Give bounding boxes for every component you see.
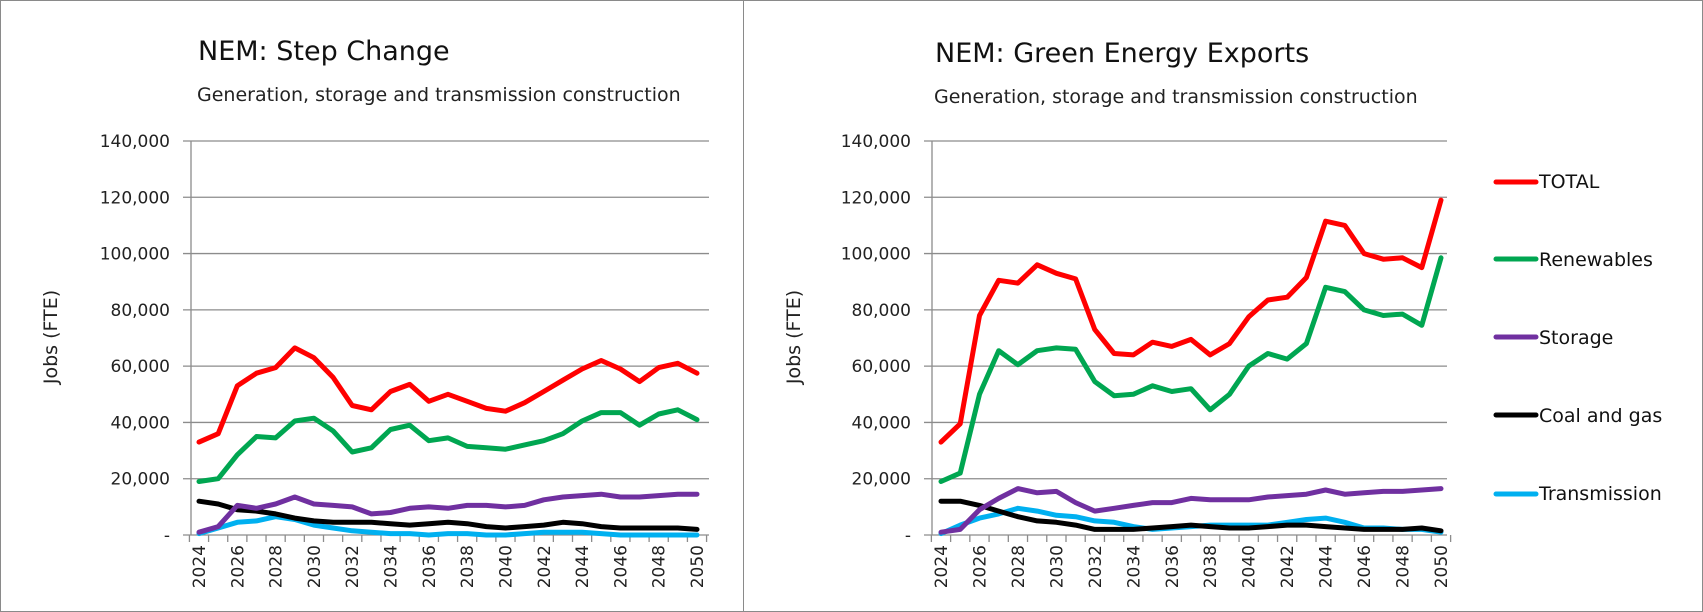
legend-item-transmission: Transmission [1493, 483, 1662, 505]
x-tick-label: 2038 [458, 545, 478, 588]
x-tick-label: 2050 [688, 545, 708, 588]
series-line-storage [196, 491, 700, 535]
x-tick-label: 2034 [1124, 545, 1144, 588]
x-tick-label: 2032 [343, 545, 363, 588]
y-tick-label: 40,000 [111, 413, 170, 433]
chart-title: NEM: Step Change [198, 36, 450, 67]
chart-green-energy-exports: NEM: Green Energy Exports Generation, st… [783, 38, 1452, 588]
x-tick-label: 2024 [190, 545, 210, 588]
y-tick-label: 60,000 [852, 357, 911, 377]
chart-title: NEM: Green Energy Exports [935, 38, 1309, 69]
x-tick-label: 2030 [1047, 545, 1067, 588]
x-tick-label: 2026 [970, 545, 990, 588]
x-tick-label: 2040 [496, 545, 516, 588]
legend-label: Coal and gas [1539, 405, 1662, 427]
legend-item-total: TOTAL [1493, 171, 1600, 193]
x-tick-label: 2028 [267, 545, 287, 588]
series-lines [938, 197, 1444, 537]
x-tick-label: 2046 [611, 545, 631, 588]
y-tick-label: 120,000 [841, 188, 911, 208]
y-tick-label: 80,000 [852, 301, 911, 321]
series-line-total [938, 197, 1444, 445]
x-tick-label: 2028 [1009, 545, 1029, 588]
series-line-storage [938, 486, 1444, 535]
x-tick-label: 2026 [228, 545, 248, 588]
x-tick-label: 2032 [1086, 545, 1106, 588]
x-tick-label: 2048 [1394, 545, 1414, 588]
legend-label: TOTAL [1538, 171, 1600, 193]
y-tick-label: 60,000 [111, 357, 170, 377]
series-line-total [196, 345, 700, 445]
legend-label: Storage [1539, 327, 1613, 349]
chart-subtitle: Generation, storage and transmission con… [934, 86, 1418, 108]
y-tick-labels: - 20,000 40,000 60,000 80,000 100,000 120,000 1… [841, 132, 911, 546]
y-tick-label: 100,000 [100, 245, 170, 265]
x-tick-label: 2050 [1432, 545, 1452, 588]
x-tick-label: 2042 [535, 545, 555, 588]
x-tick-label: 2038 [1201, 545, 1221, 588]
series-line-renewables [196, 407, 700, 484]
x-tick-label: 2036 [1163, 545, 1183, 588]
x-tick-label: 2034 [382, 545, 402, 588]
chart-step-change: NEM: Step Change Generation, storage and… [40, 36, 709, 588]
y-tick-label: - [905, 526, 911, 546]
x-tick-labels: 2024 2026 2028 2030 2032 2034 2036 2038 2040 2042… [930, 535, 1452, 588]
y-tick-label: 100,000 [841, 245, 911, 265]
legend-item-storage: Storage [1493, 327, 1613, 349]
x-tick-label: 2024 [932, 545, 952, 588]
x-tick-label: 2044 [573, 545, 593, 588]
panel-divider [743, 0, 744, 612]
y-tick-label: 140,000 [100, 132, 170, 152]
legend-label: Renewables [1539, 249, 1653, 271]
x-tick-label: 2030 [305, 545, 325, 588]
x-tick-label: 2048 [650, 545, 670, 588]
legend-label: Transmission [1538, 483, 1662, 505]
series-line-coal-and-gas [938, 498, 1444, 534]
y-tick-label: 120,000 [100, 188, 170, 208]
x-tick-label: 2044 [1317, 545, 1337, 588]
x-tick-label: 2042 [1278, 545, 1298, 588]
y-tick-label: 140,000 [841, 132, 911, 152]
y-tick-label: 20,000 [111, 470, 170, 490]
y-tick-label: 40,000 [852, 413, 911, 433]
x-tick-label: 2036 [420, 545, 440, 588]
chart-subtitle: Generation, storage and transmission con… [197, 84, 681, 106]
legend: TOTAL Renewables Storage Coal and gas Tr… [1493, 171, 1662, 505]
y-tick-label: - [164, 526, 170, 546]
y-axis-label: Jobs (FTE) [783, 290, 805, 385]
x-tick-labels: 2024 2026 2028 2030 2032 2034 2036 2038 2040 2042… [188, 535, 708, 588]
legend-item-renewables: Renewables [1493, 249, 1653, 271]
y-tick-label: 20,000 [852, 470, 911, 490]
series-lines [196, 345, 700, 538]
gridlines [924, 140, 1447, 536]
series-line-coal-and-gas [196, 498, 700, 532]
x-tick-label: 2040 [1240, 545, 1260, 588]
y-tick-labels: - 20,000 40,000 60,000 80,000 100,000 120,000 1… [100, 132, 170, 546]
series-line-renewables [938, 255, 1444, 484]
gridlines [183, 140, 709, 536]
y-axis-label: Jobs (FTE) [40, 290, 62, 385]
y-tick-label: 80,000 [111, 301, 170, 321]
legend-item-coal-and-gas: Coal and gas [1493, 405, 1662, 427]
x-tick-label: 2046 [1355, 545, 1375, 588]
